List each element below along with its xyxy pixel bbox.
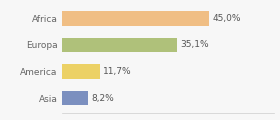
Text: 11,7%: 11,7% [103,67,132,76]
Bar [62,64,100,79]
Text: 8,2%: 8,2% [92,94,115,103]
Bar [62,91,88,105]
Text: 35,1%: 35,1% [180,40,208,49]
Bar [62,11,209,26]
Text: 45,0%: 45,0% [212,14,241,23]
Bar [62,38,176,52]
